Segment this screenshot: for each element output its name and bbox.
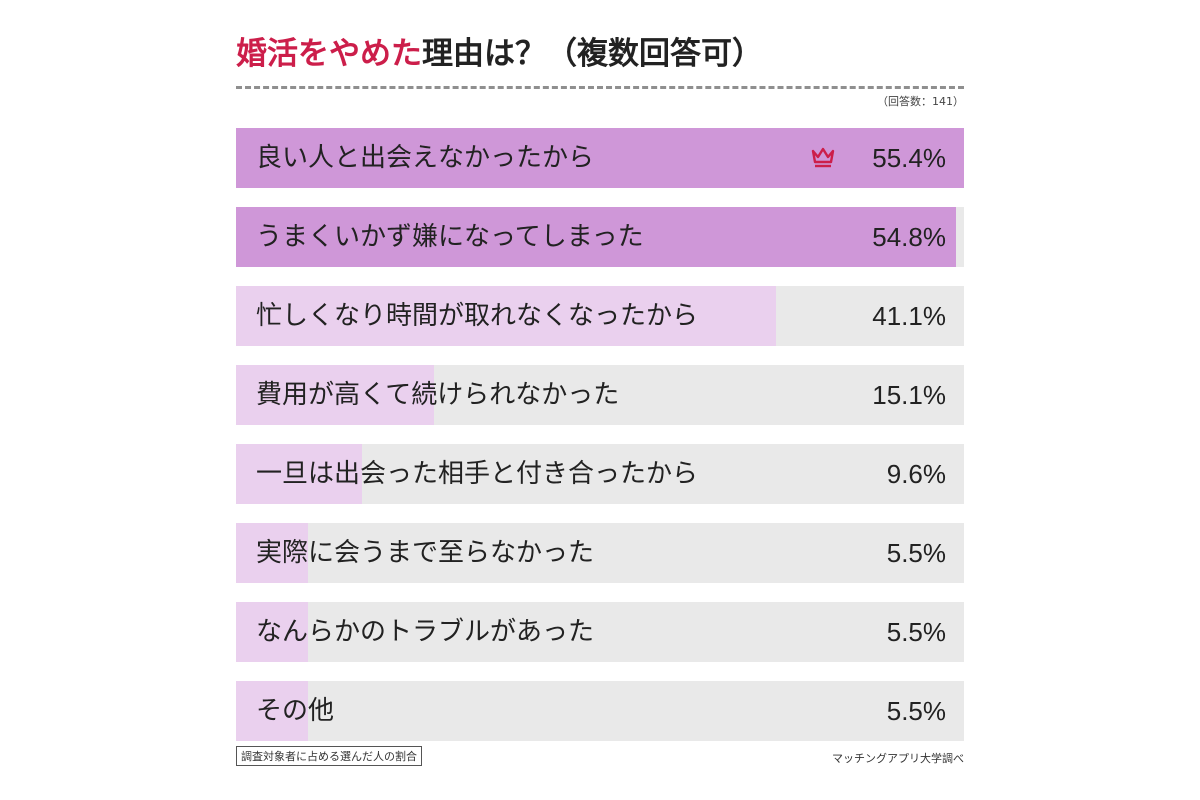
bar-row: 実際に会うまで至らなかった 5.5% <box>236 523 964 583</box>
bar-label: 良い人と出会えなかったから <box>256 143 595 173</box>
bar-fill <box>236 286 776 346</box>
respondent-count: （回答数：141） <box>877 95 964 108</box>
bar-row: その他 5.5% <box>236 681 964 741</box>
bar-value-label: 9.6% <box>886 459 946 489</box>
bar-value-label: 5.5% <box>886 538 946 568</box>
bar-row: 良い人と出会えなかったから 55.4% <box>236 128 964 188</box>
bar-value-label: 41.1% <box>872 301 946 331</box>
footnote-box: 調査対象者に占める選んだ人の割合 <box>236 746 422 766</box>
bar-fill <box>236 128 964 188</box>
title-divider <box>236 86 964 89</box>
bar-fill <box>236 444 362 504</box>
bar-label: 費用が高くて続けられなかった <box>256 380 620 410</box>
chart-title: 婚活をやめた理由は？（複数回答可） <box>236 28 763 73</box>
bar-row: 費用が高くて続けられなかった 15.1% <box>236 365 964 425</box>
bar-fill <box>236 365 434 425</box>
bar-label: なんらかのトラブルがあった <box>256 617 595 647</box>
bar-label: 忙しくなり時間が取れなくなったから <box>256 301 699 331</box>
bar-label: その他 <box>256 696 335 726</box>
bar-value-label: 55.4% <box>872 143 946 173</box>
title-rest: 理由は？（複数回答可） <box>422 36 763 72</box>
bar-label: 実際に会うまで至らなかった <box>256 538 595 568</box>
bar-fill <box>236 602 308 662</box>
bar-fill <box>236 207 956 267</box>
bar-row: なんらかのトラブルがあった 5.5% <box>236 602 964 662</box>
bar-row: 一旦は出会った相手と付き合ったから 9.6% <box>236 444 964 504</box>
bar-value-label: 15.1% <box>872 380 946 410</box>
source-credit: マッチングアプリ大学調べ <box>832 752 964 765</box>
bar-label: うまくいかず嫌になってしまった <box>256 222 644 252</box>
bar-value-label: 5.5% <box>886 617 946 647</box>
bar-row: 忙しくなり時間が取れなくなったから 41.1% <box>236 286 964 346</box>
title-highlight: 婚活をやめた <box>236 36 422 72</box>
crown-icon <box>811 147 835 168</box>
bar-row: うまくいかず嫌になってしまった 54.8% <box>236 207 964 267</box>
bar-fill <box>236 681 308 741</box>
bar-label: 一旦は出会った相手と付き合ったから <box>256 459 699 489</box>
bar-value-label: 54.8% <box>872 222 946 252</box>
bar-value-label: 5.5% <box>886 696 946 726</box>
bar-fill <box>236 523 308 583</box>
